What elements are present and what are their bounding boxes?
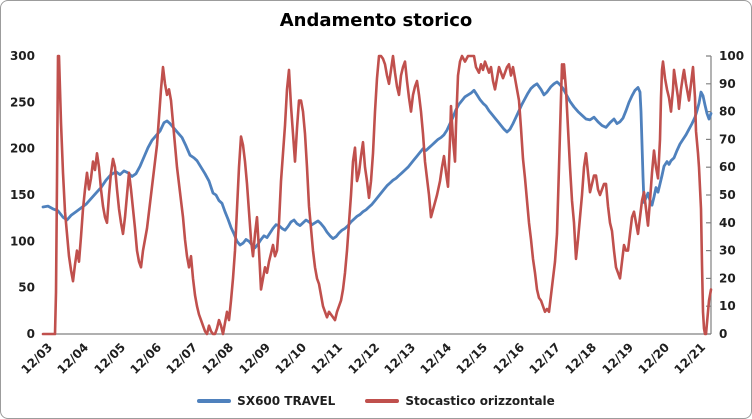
x-axis-label: 12/07 <box>164 340 201 377</box>
x-axis-label: 12/19 <box>600 340 637 377</box>
legend-swatch <box>365 399 400 403</box>
x-axis-label: 12/09 <box>237 340 274 377</box>
legend-label: SX600 TRAVEL <box>237 394 336 408</box>
x-axis-label: 12/17 <box>527 340 564 377</box>
right-axis-label: 100 <box>719 49 744 63</box>
left-axis-label: 300 <box>10 49 35 63</box>
x-axis-label: 12/12 <box>346 340 383 377</box>
right-axis-label: 70 <box>719 132 736 146</box>
x-axis-label: 12/08 <box>200 340 237 377</box>
right-axis-label: 20 <box>719 271 736 285</box>
left-axis-label: 200 <box>10 142 35 156</box>
legend-label: Stocastico orizzontale <box>405 394 555 408</box>
x-axis-label: 12/15 <box>454 340 491 377</box>
x-axis-label: 12/05 <box>92 340 129 377</box>
right-axis-label: 50 <box>719 188 736 202</box>
right-axis-label: 90 <box>719 77 736 91</box>
left-axis-label: 150 <box>10 188 35 202</box>
left-axis-label: 50 <box>18 281 35 295</box>
left-axis-label: 250 <box>10 95 35 109</box>
legend-swatch <box>197 399 232 403</box>
right-axis-label: 60 <box>719 160 736 174</box>
legend-item-sx600-travel: SX600 TRAVEL <box>197 394 335 408</box>
legend-item-stocastico-orizzontale: Stocastico orizzontale <box>365 394 555 408</box>
x-axis-label: 12/21 <box>672 340 709 377</box>
right-axis-label: 0 <box>719 327 727 341</box>
left-axis-label: 0 <box>27 327 35 341</box>
x-axis-label: 12/13 <box>382 340 419 377</box>
x-axis-label: 12/18 <box>563 340 600 377</box>
right-axis-label: 40 <box>719 216 736 230</box>
x-axis-label: 12/06 <box>128 340 165 377</box>
right-axis-label: 30 <box>719 244 736 258</box>
chart-title: Andamento storico <box>279 10 473 31</box>
x-axis-label: 12/16 <box>491 340 528 377</box>
left-axis-label: 100 <box>10 234 35 248</box>
x-axis-label: 12/04 <box>55 340 92 377</box>
right-axis-label: 80 <box>719 105 736 119</box>
series-line-sx600-travel <box>41 80 713 250</box>
x-axis-label: 12/14 <box>418 340 455 377</box>
series-line-stocastico-orizzontale <box>41 54 713 336</box>
x-axis-label: 12/10 <box>273 340 310 377</box>
x-axis-label: 12/03 <box>19 340 56 377</box>
x-axis-label: 12/11 <box>309 340 346 377</box>
right-axis-label: 10 <box>719 299 736 313</box>
legend: SX600 TRAVEL Stocastico orizzontale <box>1 394 751 408</box>
x-axis-label: 12/20 <box>636 340 673 377</box>
